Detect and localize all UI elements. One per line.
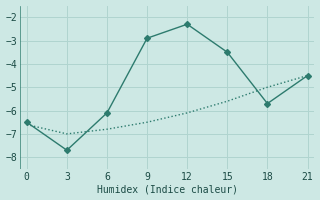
X-axis label: Humidex (Indice chaleur): Humidex (Indice chaleur) — [97, 184, 238, 194]
